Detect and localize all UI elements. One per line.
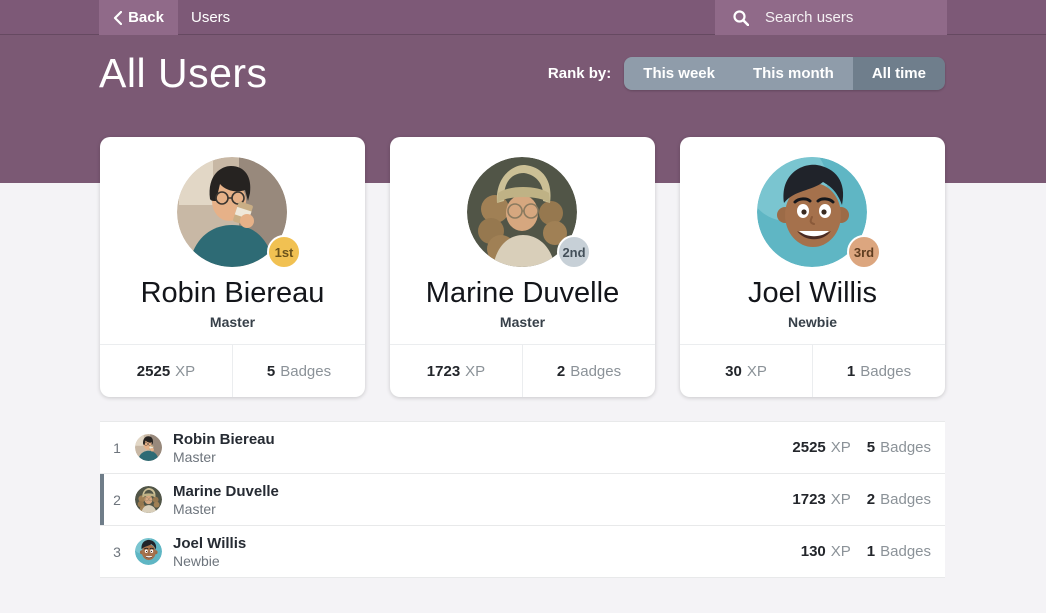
badges-cell: 2 Badges [523, 345, 655, 397]
filter-this-month-button[interactable]: This month [733, 57, 853, 90]
row-stats: 2525 XP 5 Badges [792, 439, 931, 456]
row-xp-label: XP [830, 491, 851, 508]
filter-all-time-button[interactable]: All time [852, 57, 945, 90]
xp-cell: 1723 XP [390, 345, 523, 397]
row-rank: 3 [113, 543, 121, 560]
rank-position-badge: 1st [267, 235, 301, 269]
badges-label: Badges [280, 362, 332, 380]
chevron-left-icon [113, 10, 123, 25]
search-icon[interactable] [733, 9, 749, 26]
badges-cell: 5 Badges [233, 345, 365, 397]
row-identity: Joel Willis Newbie [173, 535, 246, 569]
rank-position-badge: 3rd [847, 235, 881, 269]
xp-value: 1723 [426, 362, 461, 380]
user-level: Master [209, 314, 256, 330]
xp-label: XP [746, 362, 767, 380]
row-xp-label: XP [830, 543, 851, 560]
row-xp-label: XP [830, 439, 851, 456]
xp-label: XP [175, 362, 196, 380]
row-user-name: Joel Willis [173, 534, 247, 552]
row-xp-value: 130 [800, 543, 826, 560]
leaderboard-row-marine[interactable]: 2 Marine Duvelle Master 1723 XP 2 Badges [100, 474, 945, 526]
xp-cell: 30 XP [680, 345, 813, 397]
search-box [715, 0, 964, 35]
row-badges-label: Badges [880, 439, 931, 456]
badges-label: Badges [860, 362, 912, 380]
filter-this-week-button[interactable]: This week [624, 57, 734, 90]
xp-cell: 2525 XP [100, 345, 233, 397]
card-stats: 1723 XP 2 Badges [390, 344, 655, 397]
joel-cartoon-avatar [135, 538, 162, 565]
badges-cell: 1 Badges [813, 345, 945, 397]
user-name: Robin Biereau [140, 277, 325, 309]
user-card-joel[interactable]: 3rd Joel Willis Newbie 30 XP 1 Badges [680, 137, 945, 397]
xp-value: 30 [725, 362, 742, 380]
back-button-label: Back [128, 9, 164, 26]
leaderboard-row-joel[interactable]: 3 Joel Willis Newbie 130 XP 1 Badges [100, 526, 945, 578]
card-stats: 2525 XP 5 Badges [100, 344, 365, 397]
rank-position-badge: 2nd [557, 235, 591, 269]
page-title: All Users [99, 50, 268, 96]
row-rank: 2 [113, 491, 121, 508]
row-badges-value: 5 [866, 439, 876, 456]
card-stats: 30 XP 1 Badges [680, 344, 945, 397]
back-button[interactable]: Back [99, 0, 178, 35]
row-user-name: Marine Duvelle [173, 482, 279, 500]
xp-value: 2525 [136, 362, 171, 380]
marine-photo-avatar [135, 486, 162, 513]
row-user-level: Newbie [173, 552, 220, 569]
row-xp-value: 2525 [792, 439, 826, 456]
row-badges-value: 1 [866, 543, 876, 560]
row-badges-label: Badges [880, 543, 931, 560]
row-rank: 1 [113, 439, 121, 456]
rank-filter-group: This week This month All time [624, 57, 945, 90]
top-navbar: Back Users [0, 0, 1046, 35]
nav-menu-users[interactable]: Users [191, 9, 231, 26]
avatar: 3rd [757, 157, 881, 269]
row-stats: 1723 XP 2 Badges [792, 491, 931, 508]
user-card-marine[interactable]: 2nd Marine Duvelle Master 1723 XP 2 Badg… [390, 137, 655, 397]
search-input[interactable] [765, 9, 964, 26]
row-user-name: Robin Biereau [173, 430, 275, 448]
row-identity: Marine Duvelle Master [173, 483, 279, 517]
leaderboard-row-robin[interactable]: 1 Robin Biereau Master 2525 XP 5 Badges [100, 422, 945, 474]
row-user-level: Master [173, 500, 216, 517]
row-user-level: Master [173, 448, 216, 465]
avatar: 2nd [467, 157, 591, 269]
row-identity: Robin Biereau Master [173, 431, 275, 465]
badges-value: 5 [266, 362, 276, 380]
row-xp-value: 1723 [792, 491, 826, 508]
user-name: Joel Willis [748, 277, 877, 309]
badges-value: 1 [846, 362, 856, 380]
rank-by-controls: Rank by: This week This month All time [548, 57, 945, 90]
user-name: Marine Duvelle [425, 277, 620, 309]
avatar: 1st [177, 157, 301, 269]
user-level: Master [499, 314, 546, 330]
badges-value: 2 [556, 362, 566, 380]
leaderboard-list: 1 Robin Biereau Master 2525 XP 5 Badges … [100, 421, 945, 578]
xp-label: XP [465, 362, 486, 380]
user-level: Newbie [787, 314, 837, 330]
rank-by-label: Rank by: [547, 65, 612, 82]
badges-label: Badges [570, 362, 622, 380]
row-badges-label: Badges [880, 491, 931, 508]
user-card-robin[interactable]: 1st Robin Biereau Master 2525 XP 5 Badge… [100, 137, 365, 397]
row-stats: 130 XP 1 Badges [801, 543, 931, 560]
row-badges-value: 2 [866, 491, 876, 508]
robin-photo-avatar [135, 434, 162, 461]
